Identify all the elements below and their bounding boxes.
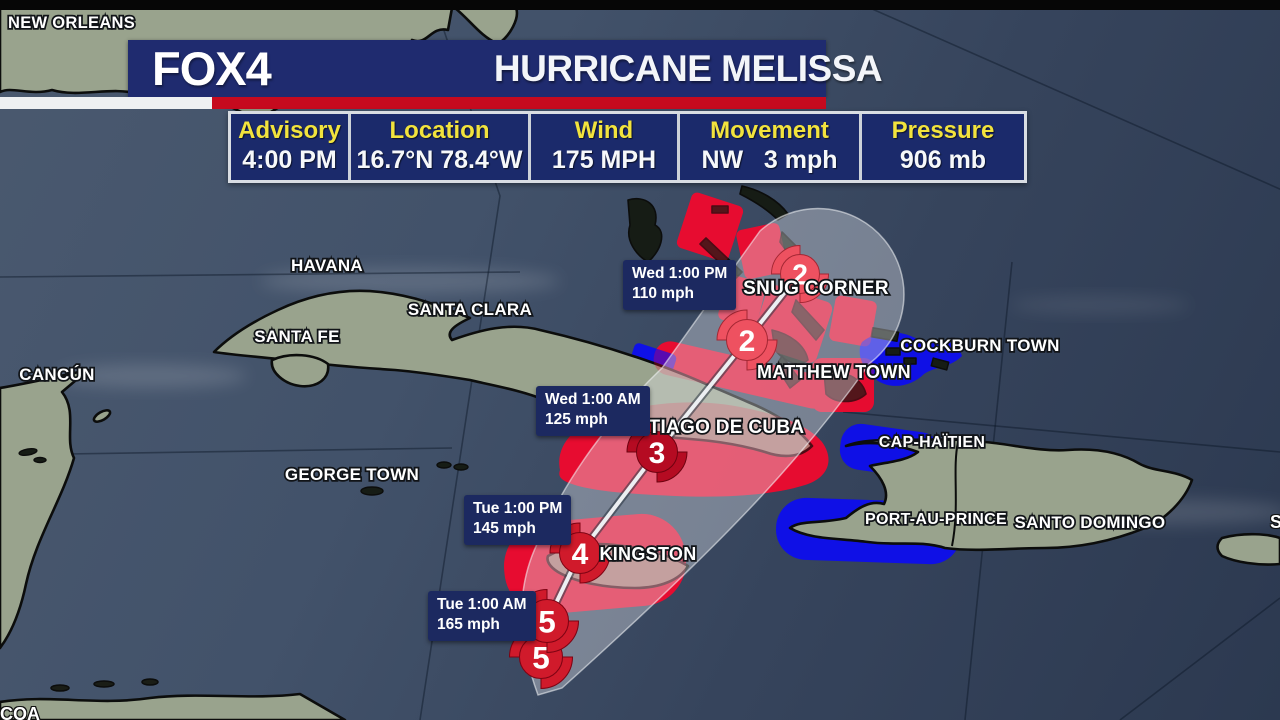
partial-city-label-right-edge: S: [1270, 512, 1280, 532]
forecast-time-box: Tue 1:00 PM 145 mph: [464, 495, 572, 545]
forecast-wind: 110 mph: [632, 285, 695, 302]
city-label-port-au-prince: PORT-AU-PRINCE: [865, 511, 1007, 528]
stats-header: Location: [389, 117, 490, 144]
city-label-cancun: CANCÚN: [19, 365, 94, 384]
city-label-george-town: GEORGE TOWN: [285, 465, 419, 484]
hurricane-category-icon: 2: [716, 309, 778, 371]
svg-text:3: 3: [649, 437, 666, 470]
stats-column-pressure: Pressure 906 mb: [859, 114, 1024, 180]
city-label-cockburn-town: COCKBURN TOWN: [900, 336, 1059, 355]
city-label-santa-clara: SANTA CLARA: [408, 300, 532, 319]
city-label-matthew-town: MATTHEW TOWN: [757, 362, 911, 382]
forecast-time-box: Wed 1:00 AM 125 mph: [536, 386, 650, 436]
svg-text:5: 5: [532, 640, 550, 676]
land-hispaniola: [788, 438, 1194, 552]
stats-value: 906 mb: [899, 146, 987, 174]
stats-column-movement: Movement NW 3 mph: [677, 114, 859, 180]
city-label-new-orleans: NEW ORLEANS: [8, 14, 135, 32]
hurricane-category-icon: 5: [508, 624, 574, 690]
header-banner: FOX4 HURRICANE MELISSA: [128, 40, 883, 97]
advisory-stats-table: Advisory 4:00 PM Location 16.7°N 78.4°W …: [228, 111, 1027, 183]
city-label-havana: HAVANA: [291, 256, 363, 275]
hurricane-category-icon: 4: [549, 522, 611, 584]
land-cozumel: [92, 409, 112, 423]
stats-column-wind: Wind 175 MPH: [528, 114, 677, 180]
partial-city-label-bottom-left: COA: [0, 704, 40, 720]
forecast-time-box: Wed 1:00 PM 110 mph: [623, 260, 737, 310]
city-labels: NEW ORLEANS HAVANA SANTA CLARA SANTA FE …: [6, 12, 1167, 566]
station-logo: FOX4: [152, 42, 272, 95]
turks-caicos-islands: [885, 347, 950, 371]
stats-column-advisory: Advisory 4:00 PM: [231, 114, 348, 180]
forecast-time: Wed 1:00 AM: [545, 391, 641, 408]
stats-header: Advisory: [238, 117, 341, 144]
svg-text:2: 2: [792, 259, 808, 291]
hurricane-category-icon: 5: [514, 588, 580, 654]
forecast-time-box: Tue 1:00 AM 165 mph: [428, 591, 536, 641]
svg-text:4: 4: [572, 538, 589, 571]
land-isle-of-youth: [270, 353, 330, 388]
banner-stripe-red: [212, 97, 826, 109]
city-label-cap-haitien: CAP-HAÏTIEN: [879, 433, 985, 451]
city-label-santo-domingo: SANTO DOMINGO: [1015, 513, 1166, 532]
land-yucatan: [0, 368, 90, 650]
land-puerto-rico: [1216, 532, 1280, 566]
stats-value: 4:00 PM: [242, 146, 337, 174]
forecast-wind: 145 mph: [473, 520, 536, 537]
stats-value: NW 3 mph: [701, 146, 838, 174]
land-florida-tip: [453, 6, 519, 46]
stats-value: 16.7°N 78.4°W: [356, 146, 523, 174]
page-title: HURRICANE MELISSA: [493, 47, 883, 89]
stats-header: Movement: [710, 117, 829, 144]
stats-value: 175 MPH: [551, 146, 657, 174]
stats-header: Pressure: [891, 117, 995, 144]
forecast-time: Wed 1:00 PM: [632, 265, 728, 282]
stats-column-location: Location 16.7°N 78.4°W: [348, 114, 528, 180]
banner-stripe-white: [0, 97, 212, 109]
top-letterbox-bar: [0, 0, 1280, 10]
honduras-cays: [50, 678, 159, 692]
svg-text:2: 2: [739, 325, 756, 358]
hurricane-category-icon: 3: [626, 421, 688, 483]
forecast-time: Tue 1:00 AM: [437, 596, 527, 613]
city-label-santa-fe: SANTA FE: [254, 327, 340, 346]
stats-header: Wind: [574, 117, 634, 144]
city-label-snug-corner: SNUG CORNER: [743, 278, 889, 299]
cayman-islands: [18, 447, 469, 496]
hurricane-category-icon: 2: [771, 245, 829, 303]
forecast-wind: 125 mph: [545, 411, 608, 428]
forecast-time: Tue 1:00 PM: [473, 500, 563, 517]
city-label-kingston: KINGSTON: [599, 544, 696, 564]
forecast-wind: 165 mph: [437, 616, 500, 633]
hurricane-icons: 5 5 4 3 2 2: [508, 245, 829, 690]
land-honduras: [0, 692, 347, 720]
border-haiti-dr: [951, 441, 959, 547]
svg-text:5: 5: [538, 604, 556, 640]
